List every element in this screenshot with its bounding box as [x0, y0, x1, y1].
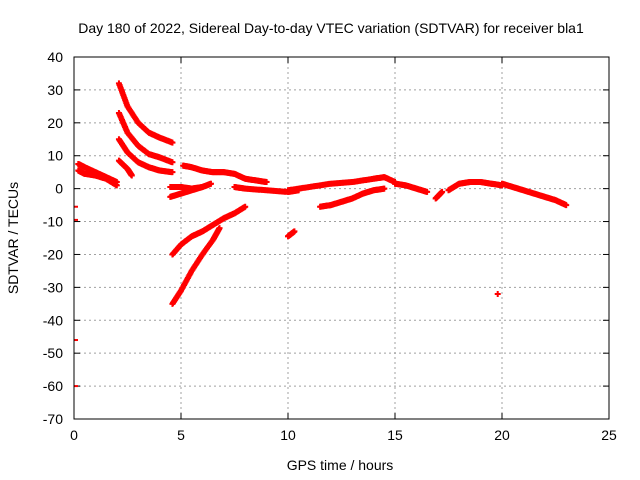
series-arc-f	[115, 157, 135, 179]
data-marker	[169, 169, 176, 176]
data-marker	[199, 183, 206, 190]
y-tick-label: -60	[43, 378, 63, 394]
y-tick-label: 30	[47, 82, 63, 98]
y-axis-label: SDTVAR / TECUs	[5, 182, 21, 294]
data-marker	[381, 185, 388, 192]
data-marker	[207, 180, 214, 187]
series-arc-l	[169, 225, 223, 307]
data-marker	[169, 139, 176, 146]
plot-frame	[73, 56, 610, 420]
series-arc-q	[432, 188, 446, 202]
data-marker	[128, 172, 135, 179]
series-arc-i	[180, 162, 270, 186]
data-marker	[242, 203, 249, 210]
series-arc-o	[317, 185, 388, 210]
y-tick-label: 20	[47, 115, 63, 131]
x-tick-label: 10	[280, 427, 296, 443]
series-arc-e	[115, 136, 176, 176]
x-tick-label: 0	[70, 427, 78, 443]
x-tick-label: 25	[601, 427, 617, 443]
y-tick-label: 0	[55, 181, 63, 197]
chart-title: Day 180 of 2022, Sidereal Day-to-day VTE…	[78, 20, 584, 36]
y-tick-label: -30	[43, 279, 63, 295]
data-marker	[424, 188, 431, 195]
x-tick-label: 15	[387, 427, 403, 443]
series-isolated	[74, 205, 501, 388]
y-tick-label: -10	[43, 214, 63, 230]
series-arc-h	[167, 183, 206, 200]
y-tick-labels: 40 30 20 10 0 -10 -20 -30 -40 -50 -60 -70	[43, 49, 63, 427]
series-arc-c	[115, 80, 176, 146]
x-axis-label: GPS time / hours	[287, 457, 394, 473]
series-arc-b	[75, 167, 120, 189]
y-tick-label: -40	[43, 312, 63, 328]
data-marker	[494, 290, 501, 297]
series-arc-s	[499, 180, 570, 209]
y-tick-label: 40	[47, 49, 63, 65]
grid	[74, 57, 609, 419]
data-marker	[291, 228, 298, 235]
y-tick-label: -50	[43, 345, 63, 361]
data-marker	[263, 179, 270, 186]
data-marker	[216, 225, 223, 232]
x-tick-label: 20	[494, 427, 510, 443]
y-tick-label: 10	[47, 148, 63, 164]
series-arc-r	[445, 179, 505, 194]
data-marker	[169, 159, 176, 166]
data-marker	[563, 202, 570, 209]
series-arc-k	[169, 203, 249, 258]
data-marker	[439, 188, 446, 195]
y-tick-label: -20	[43, 246, 63, 262]
x-tick-labels: 0 5 10 15 20 25	[70, 427, 617, 443]
y-tick-label: -70	[43, 411, 63, 427]
data-marker	[113, 182, 120, 189]
series-arc-d	[115, 109, 176, 166]
data-points	[74, 80, 570, 388]
axis-ticks	[73, 56, 610, 420]
x-tick-label: 5	[177, 427, 185, 443]
series-arc-m	[285, 228, 298, 240]
series-arc-p	[392, 180, 431, 195]
